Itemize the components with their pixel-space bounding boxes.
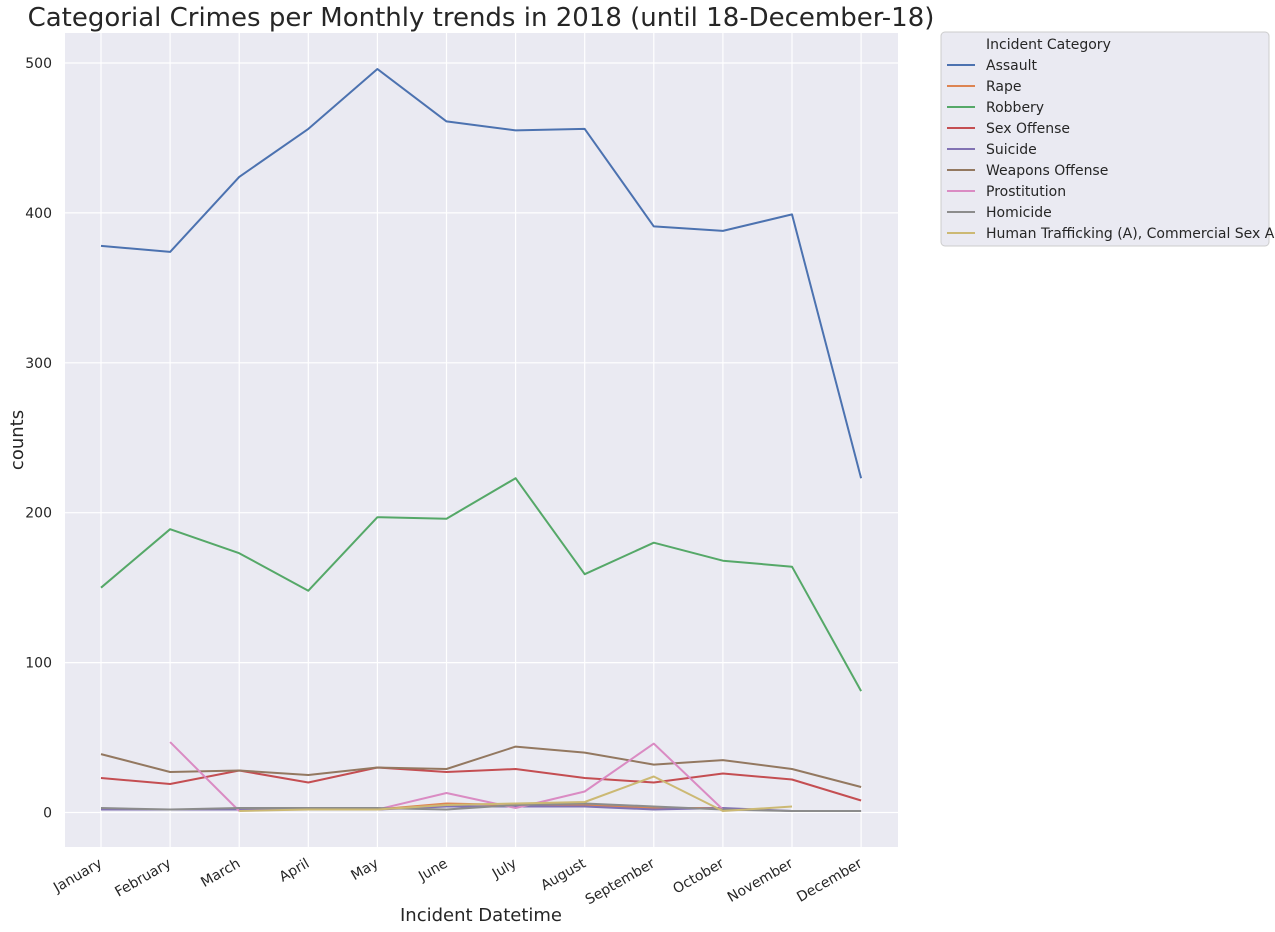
chart-title: Categorial Crimes per Monthly trends in … bbox=[28, 3, 935, 33]
legend-entry: Weapons Offense bbox=[986, 163, 1108, 179]
y-tick-label: 0 bbox=[43, 806, 52, 822]
series-line bbox=[100, 477, 862, 692]
series-line bbox=[169, 741, 240, 812]
legend-entry: Robbery bbox=[986, 100, 1044, 116]
series-line bbox=[100, 766, 862, 802]
legend-title: Incident Category bbox=[986, 37, 1111, 53]
series-lines bbox=[100, 68, 863, 812]
legend-entry: Prostitution bbox=[986, 184, 1066, 200]
series-line bbox=[377, 742, 724, 811]
grid bbox=[65, 33, 898, 847]
y-axis-label: counts bbox=[7, 410, 28, 470]
y-tick-label: 300 bbox=[25, 356, 52, 372]
series-line bbox=[239, 775, 793, 812]
legend-entry: Homicide bbox=[986, 205, 1052, 221]
legend-entry: Suicide bbox=[986, 142, 1037, 158]
y-tick-label: 400 bbox=[25, 206, 52, 222]
series-line bbox=[100, 68, 863, 479]
series-line bbox=[100, 745, 862, 788]
y-tick-label: 200 bbox=[25, 506, 52, 522]
x-axis-label: Incident Datetime bbox=[400, 905, 562, 926]
legend: Incident Category Assault Rape Robbery Sex … bbox=[940, 31, 1275, 247]
y-tick-label: 100 bbox=[25, 656, 52, 672]
plot-area bbox=[65, 33, 898, 847]
legend-box bbox=[940, 31, 1270, 247]
legend-entry: Rape bbox=[986, 79, 1022, 95]
legend-entry: Assault bbox=[986, 58, 1038, 74]
legend-entry: Sex Offense bbox=[986, 121, 1070, 137]
y-axis-ticks: 0 100 200 300 400 500 bbox=[25, 56, 52, 822]
y-tick-label: 500 bbox=[25, 56, 52, 72]
legend-entry: Human Trafficking (A), Commercial Sex Ac… bbox=[986, 226, 1275, 242]
